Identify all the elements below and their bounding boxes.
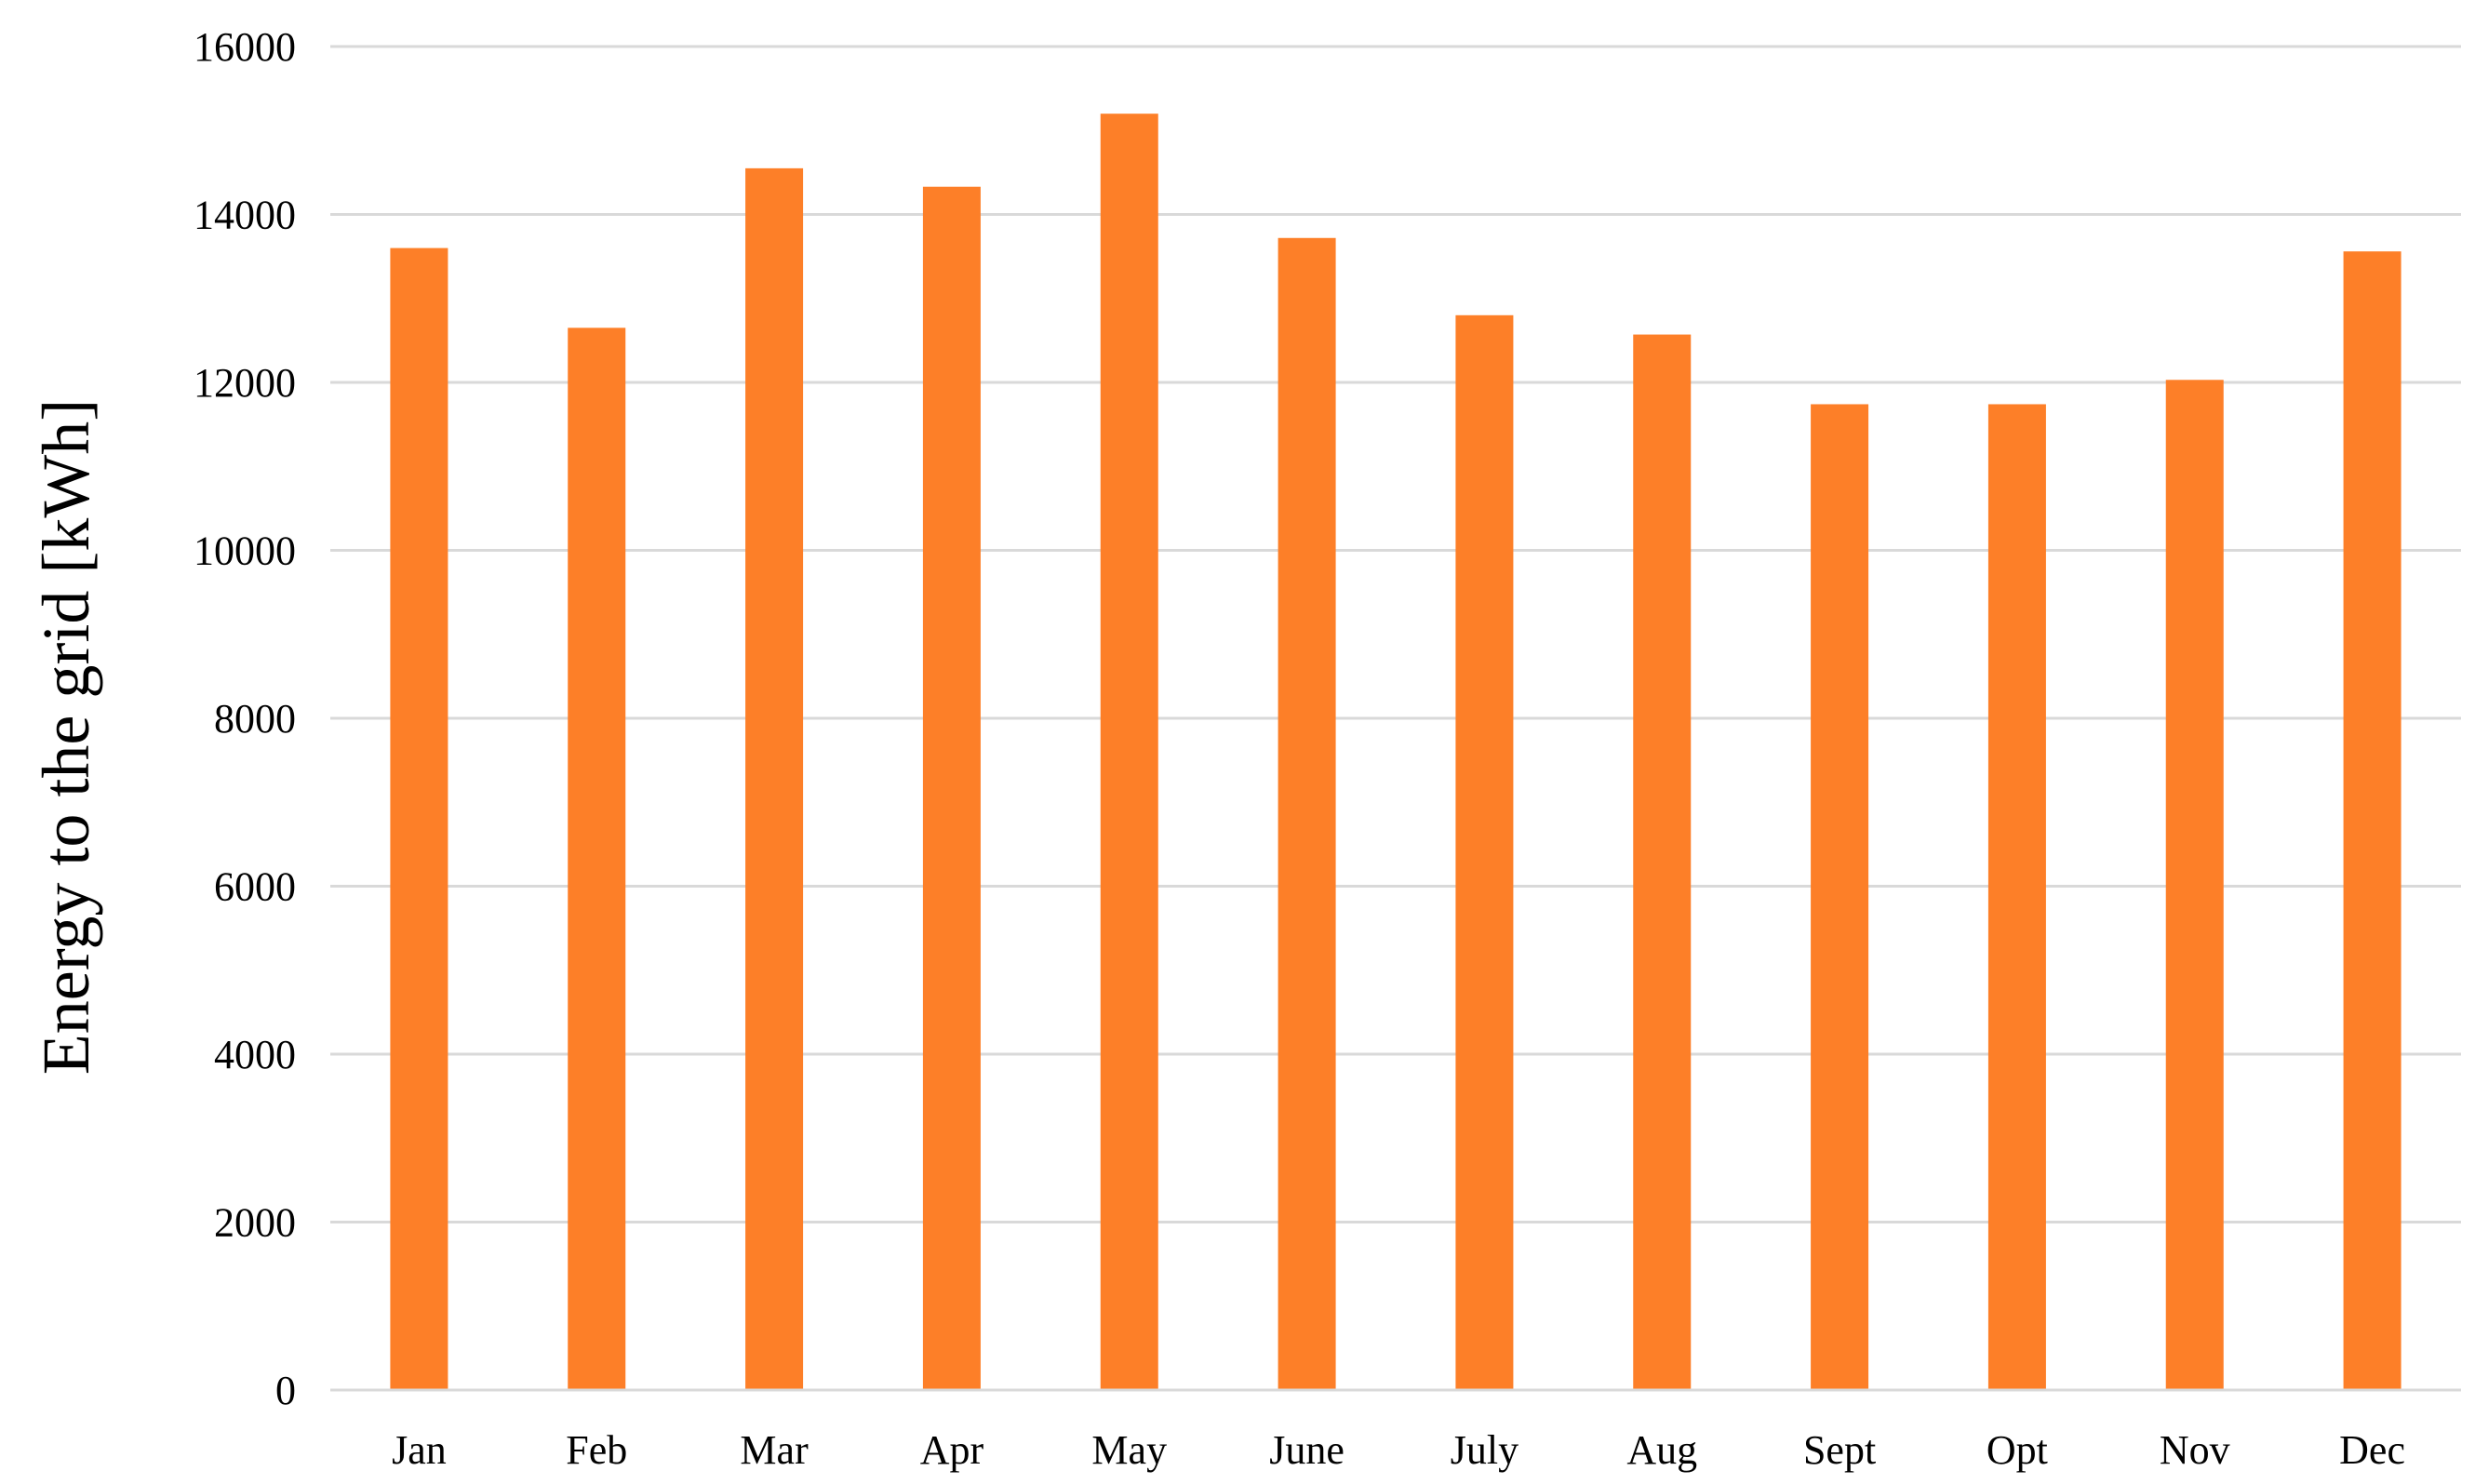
x-tick-label: Opt bbox=[1987, 1427, 2048, 1473]
y-tick-label: 10000 bbox=[194, 528, 296, 574]
gridlines bbox=[330, 45, 2461, 1392]
y-tick-label: 4000 bbox=[214, 1032, 296, 1077]
y-axis-title: Energy to the grid [kWh] bbox=[29, 399, 103, 1075]
bars bbox=[390, 114, 2401, 1391]
y-tick-label: 6000 bbox=[214, 864, 296, 910]
bar-may bbox=[1100, 114, 1158, 1391]
y-axis-ticks: 0 2000 4000 6000 8000 10000 12000 14000 16000 bbox=[194, 24, 296, 1413]
bar-feb bbox=[568, 328, 626, 1390]
x-axis-ticks: Jan Feb Mar Apr May June July Aug Sept Opt Nov Dec bbox=[330, 1388, 2461, 1473]
x-tick-label: Apr bbox=[920, 1427, 984, 1473]
y-tick-label: 0 bbox=[275, 1368, 296, 1413]
x-tick-label: June bbox=[1269, 1427, 1345, 1473]
bar-june bbox=[1278, 237, 1336, 1390]
bar-mar bbox=[745, 167, 804, 1390]
x-tick-label: Sept bbox=[1803, 1427, 1876, 1473]
bar-opt bbox=[1987, 404, 2046, 1391]
x-tick-label: July bbox=[1451, 1427, 1518, 1473]
x-tick-label: Feb bbox=[566, 1427, 627, 1473]
x-tick-label: Jan bbox=[392, 1427, 447, 1473]
bar-apr bbox=[922, 186, 981, 1390]
x-tick-label: Mar bbox=[740, 1427, 809, 1473]
bar-sept bbox=[1811, 404, 1869, 1391]
x-tick-label: Aug bbox=[1626, 1427, 1697, 1473]
bar-july bbox=[1455, 314, 1514, 1390]
y-tick-label: 16000 bbox=[194, 24, 296, 70]
y-tick-label: 14000 bbox=[194, 193, 296, 238]
x-tick-label: Dec bbox=[2339, 1427, 2405, 1473]
x-tick-label: May bbox=[1091, 1427, 1167, 1473]
y-tick-label: 8000 bbox=[214, 696, 296, 742]
bar-jan bbox=[390, 247, 448, 1391]
y-tick-label: 2000 bbox=[214, 1200, 296, 1246]
x-tick-label: Nov bbox=[2160, 1427, 2230, 1473]
bar-dec bbox=[2343, 251, 2401, 1391]
bar-nov bbox=[2165, 380, 2224, 1391]
y-tick-label: 12000 bbox=[194, 360, 296, 406]
bar-aug bbox=[1633, 334, 1692, 1390]
